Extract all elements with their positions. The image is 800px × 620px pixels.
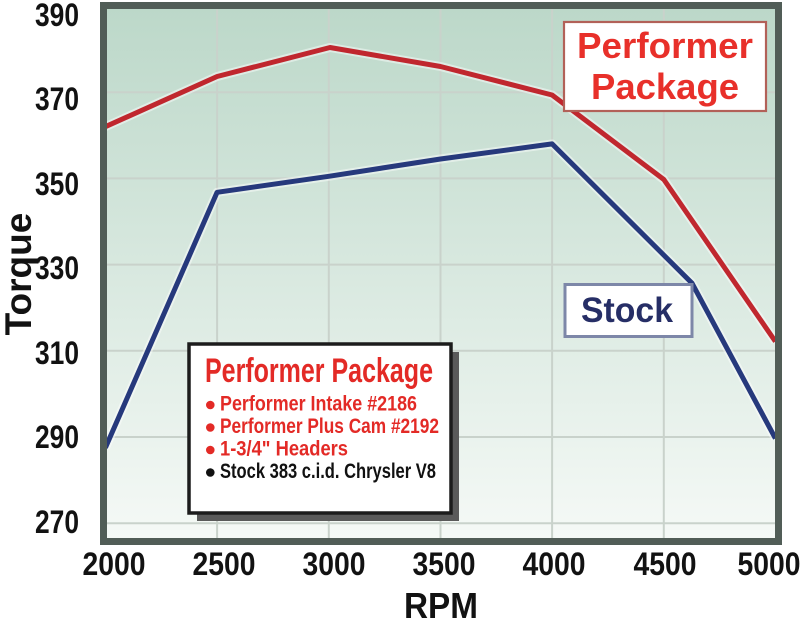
svg-text:Performer Intake #2186: Performer Intake #2186: [220, 393, 417, 416]
svg-text:350: 350: [35, 166, 79, 202]
svg-text:4500: 4500: [634, 546, 697, 582]
svg-text:Torque: Torque: [0, 213, 39, 336]
svg-text:370: 370: [35, 81, 79, 117]
svg-text:Performer Package: Performer Package: [205, 352, 433, 390]
svg-text:Package: Package: [591, 66, 739, 107]
svg-text:330: 330: [35, 250, 79, 286]
svg-text:290: 290: [35, 419, 79, 455]
svg-text:390: 390: [35, 0, 79, 33]
svg-text:1-3/4" Headers: 1-3/4" Headers: [220, 438, 348, 461]
svg-text:RPM: RPM: [404, 585, 478, 620]
svg-text:Performer Plus Cam #2192: Performer Plus Cam #2192: [220, 415, 439, 438]
svg-text:Stock 383 c.i.d. Chrysler V8: Stock 383 c.i.d. Chrysler V8: [220, 460, 436, 483]
svg-text:Performer: Performer: [577, 25, 753, 66]
svg-text:3500: 3500: [413, 546, 476, 582]
svg-text:2000: 2000: [83, 546, 146, 582]
svg-text:270: 270: [35, 504, 79, 540]
svg-text:Stock: Stock: [581, 291, 674, 330]
svg-text:2500: 2500: [193, 546, 256, 582]
svg-text:3000: 3000: [303, 546, 366, 582]
svg-text:4000: 4000: [523, 546, 586, 582]
svg-text:5000: 5000: [738, 546, 800, 582]
svg-text:310: 310: [35, 335, 79, 371]
